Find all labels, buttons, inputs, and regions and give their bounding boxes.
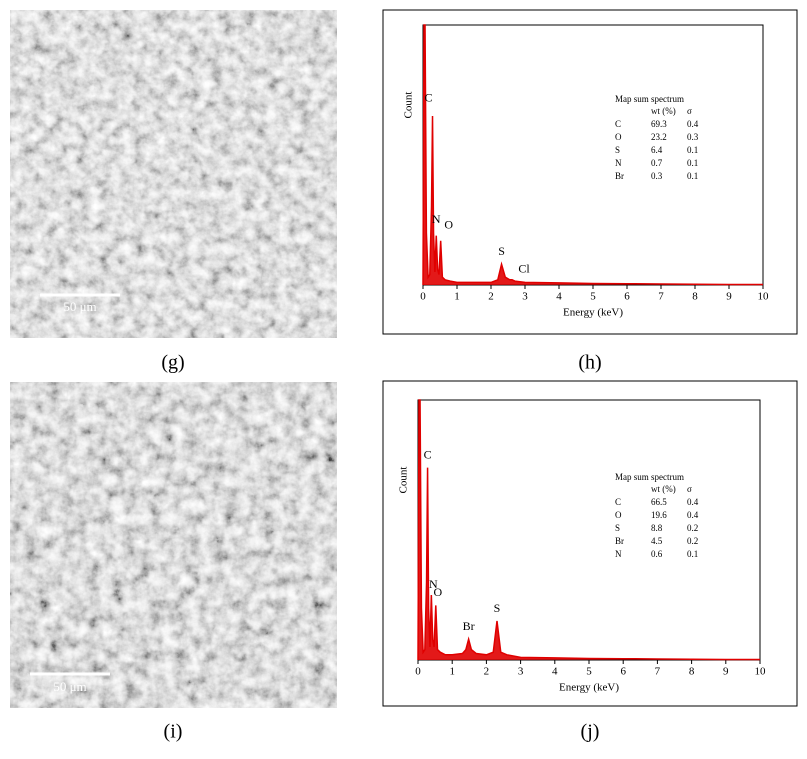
inset-cell: 4.5 (651, 536, 663, 546)
x-tick-label: 9 (726, 291, 732, 303)
inset-cell: 0.7 (651, 158, 663, 168)
spectrum-line (422, 24, 763, 286)
inset-cell: 0.6 (651, 549, 663, 559)
inset-title: Map sum spectrum (615, 472, 684, 482)
x-axis-label: Energy (keV) (563, 307, 623, 319)
inset-cell: 0.1 (687, 549, 698, 559)
x-tick-label: 8 (689, 666, 695, 678)
inset-header: σ (687, 484, 692, 494)
inset-cell: S (615, 523, 620, 533)
x-tick-label: 6 (624, 291, 630, 303)
x-tick-label: 7 (655, 666, 661, 678)
panel-frame (382, 380, 798, 707)
peak-label: N (432, 212, 441, 226)
x-tick-label: 1 (454, 291, 460, 303)
peak-label: C (424, 447, 432, 461)
x-tick-label: 0 (415, 666, 421, 678)
inset-cell: 0.3 (651, 171, 663, 181)
inset-header: wt (%) (651, 106, 676, 116)
x-axis-label: Energy (keV) (559, 682, 619, 694)
peak-label: S (494, 601, 501, 615)
inset-cell: N (615, 158, 622, 168)
inset-cell: C (615, 119, 621, 129)
peak-label: S (498, 244, 505, 258)
x-tick-label: 2 (488, 291, 494, 303)
spectrum-line (417, 399, 760, 661)
inset-cell: 0.3 (687, 132, 699, 142)
x-tick-label: 5 (590, 291, 596, 303)
plot-area (422, 24, 764, 286)
inset-cell: 0.2 (687, 523, 698, 533)
inset-cell: 66.5 (651, 497, 667, 507)
sem-image (10, 10, 337, 338)
x-tick-label: 10 (758, 291, 770, 303)
x-tick-label: 2 (484, 666, 490, 678)
peak-label: Cl (518, 262, 530, 276)
inset-cell: S (615, 145, 620, 155)
inset-cell: 0.2 (687, 536, 698, 546)
inset-cell: 0.4 (687, 510, 699, 520)
x-tick-label: 9 (723, 666, 729, 678)
x-tick-label: 3 (522, 291, 528, 303)
inset-cell: 0.1 (687, 171, 698, 181)
inset-cell: 6.4 (651, 145, 663, 155)
inset-cell: 8.8 (651, 523, 663, 533)
inset-cell: C (615, 497, 621, 507)
inset-header: wt (%) (651, 484, 676, 494)
panel-label: (j) (581, 721, 600, 743)
x-tick-label: 0 (420, 291, 426, 303)
scale-bar-label: 50 μm (53, 679, 86, 694)
peak-label: Br (463, 619, 475, 633)
x-tick-label: 6 (620, 666, 626, 678)
y-axis-label: Count (398, 467, 410, 494)
y-axis-label: Count (403, 92, 415, 119)
inset-cell: N (615, 549, 622, 559)
inset-cell: O (615, 132, 622, 142)
inset-header: σ (687, 106, 692, 116)
inset-cell: 0.1 (687, 145, 698, 155)
inset-cell: 19.6 (651, 510, 667, 520)
x-tick-label: 7 (658, 291, 664, 303)
x-tick-label: 4 (556, 291, 562, 303)
scale-bar-label: 50 μm (63, 299, 96, 314)
peak-label: C (425, 91, 433, 105)
peak-label: O (444, 217, 453, 231)
inset-cell: Br (615, 536, 624, 546)
x-tick-label: 10 (755, 666, 767, 678)
inset-cell: 69.3 (651, 119, 667, 129)
inset-cell: 0.1 (687, 158, 698, 168)
panel-frame (382, 9, 798, 335)
peak-label: O (433, 585, 442, 599)
x-tick-label: 5 (586, 666, 592, 678)
panel-label: (g) (161, 352, 184, 374)
inset-cell: 0.4 (687, 119, 699, 129)
peak-label: N (429, 577, 438, 591)
inset-cell: O (615, 510, 622, 520)
inset-cell: Br (615, 171, 624, 181)
inset-cell: 0.4 (687, 497, 699, 507)
panel-label: (h) (578, 352, 601, 374)
x-tick-label: 8 (692, 291, 698, 303)
panel-label: (i) (164, 721, 183, 743)
inset-cell: 23.2 (651, 132, 667, 142)
sem-image (10, 382, 337, 708)
x-tick-label: 3 (518, 666, 524, 678)
x-tick-label: 1 (449, 666, 455, 678)
inset-title: Map sum spectrum (615, 94, 684, 104)
x-tick-label: 4 (552, 666, 558, 678)
